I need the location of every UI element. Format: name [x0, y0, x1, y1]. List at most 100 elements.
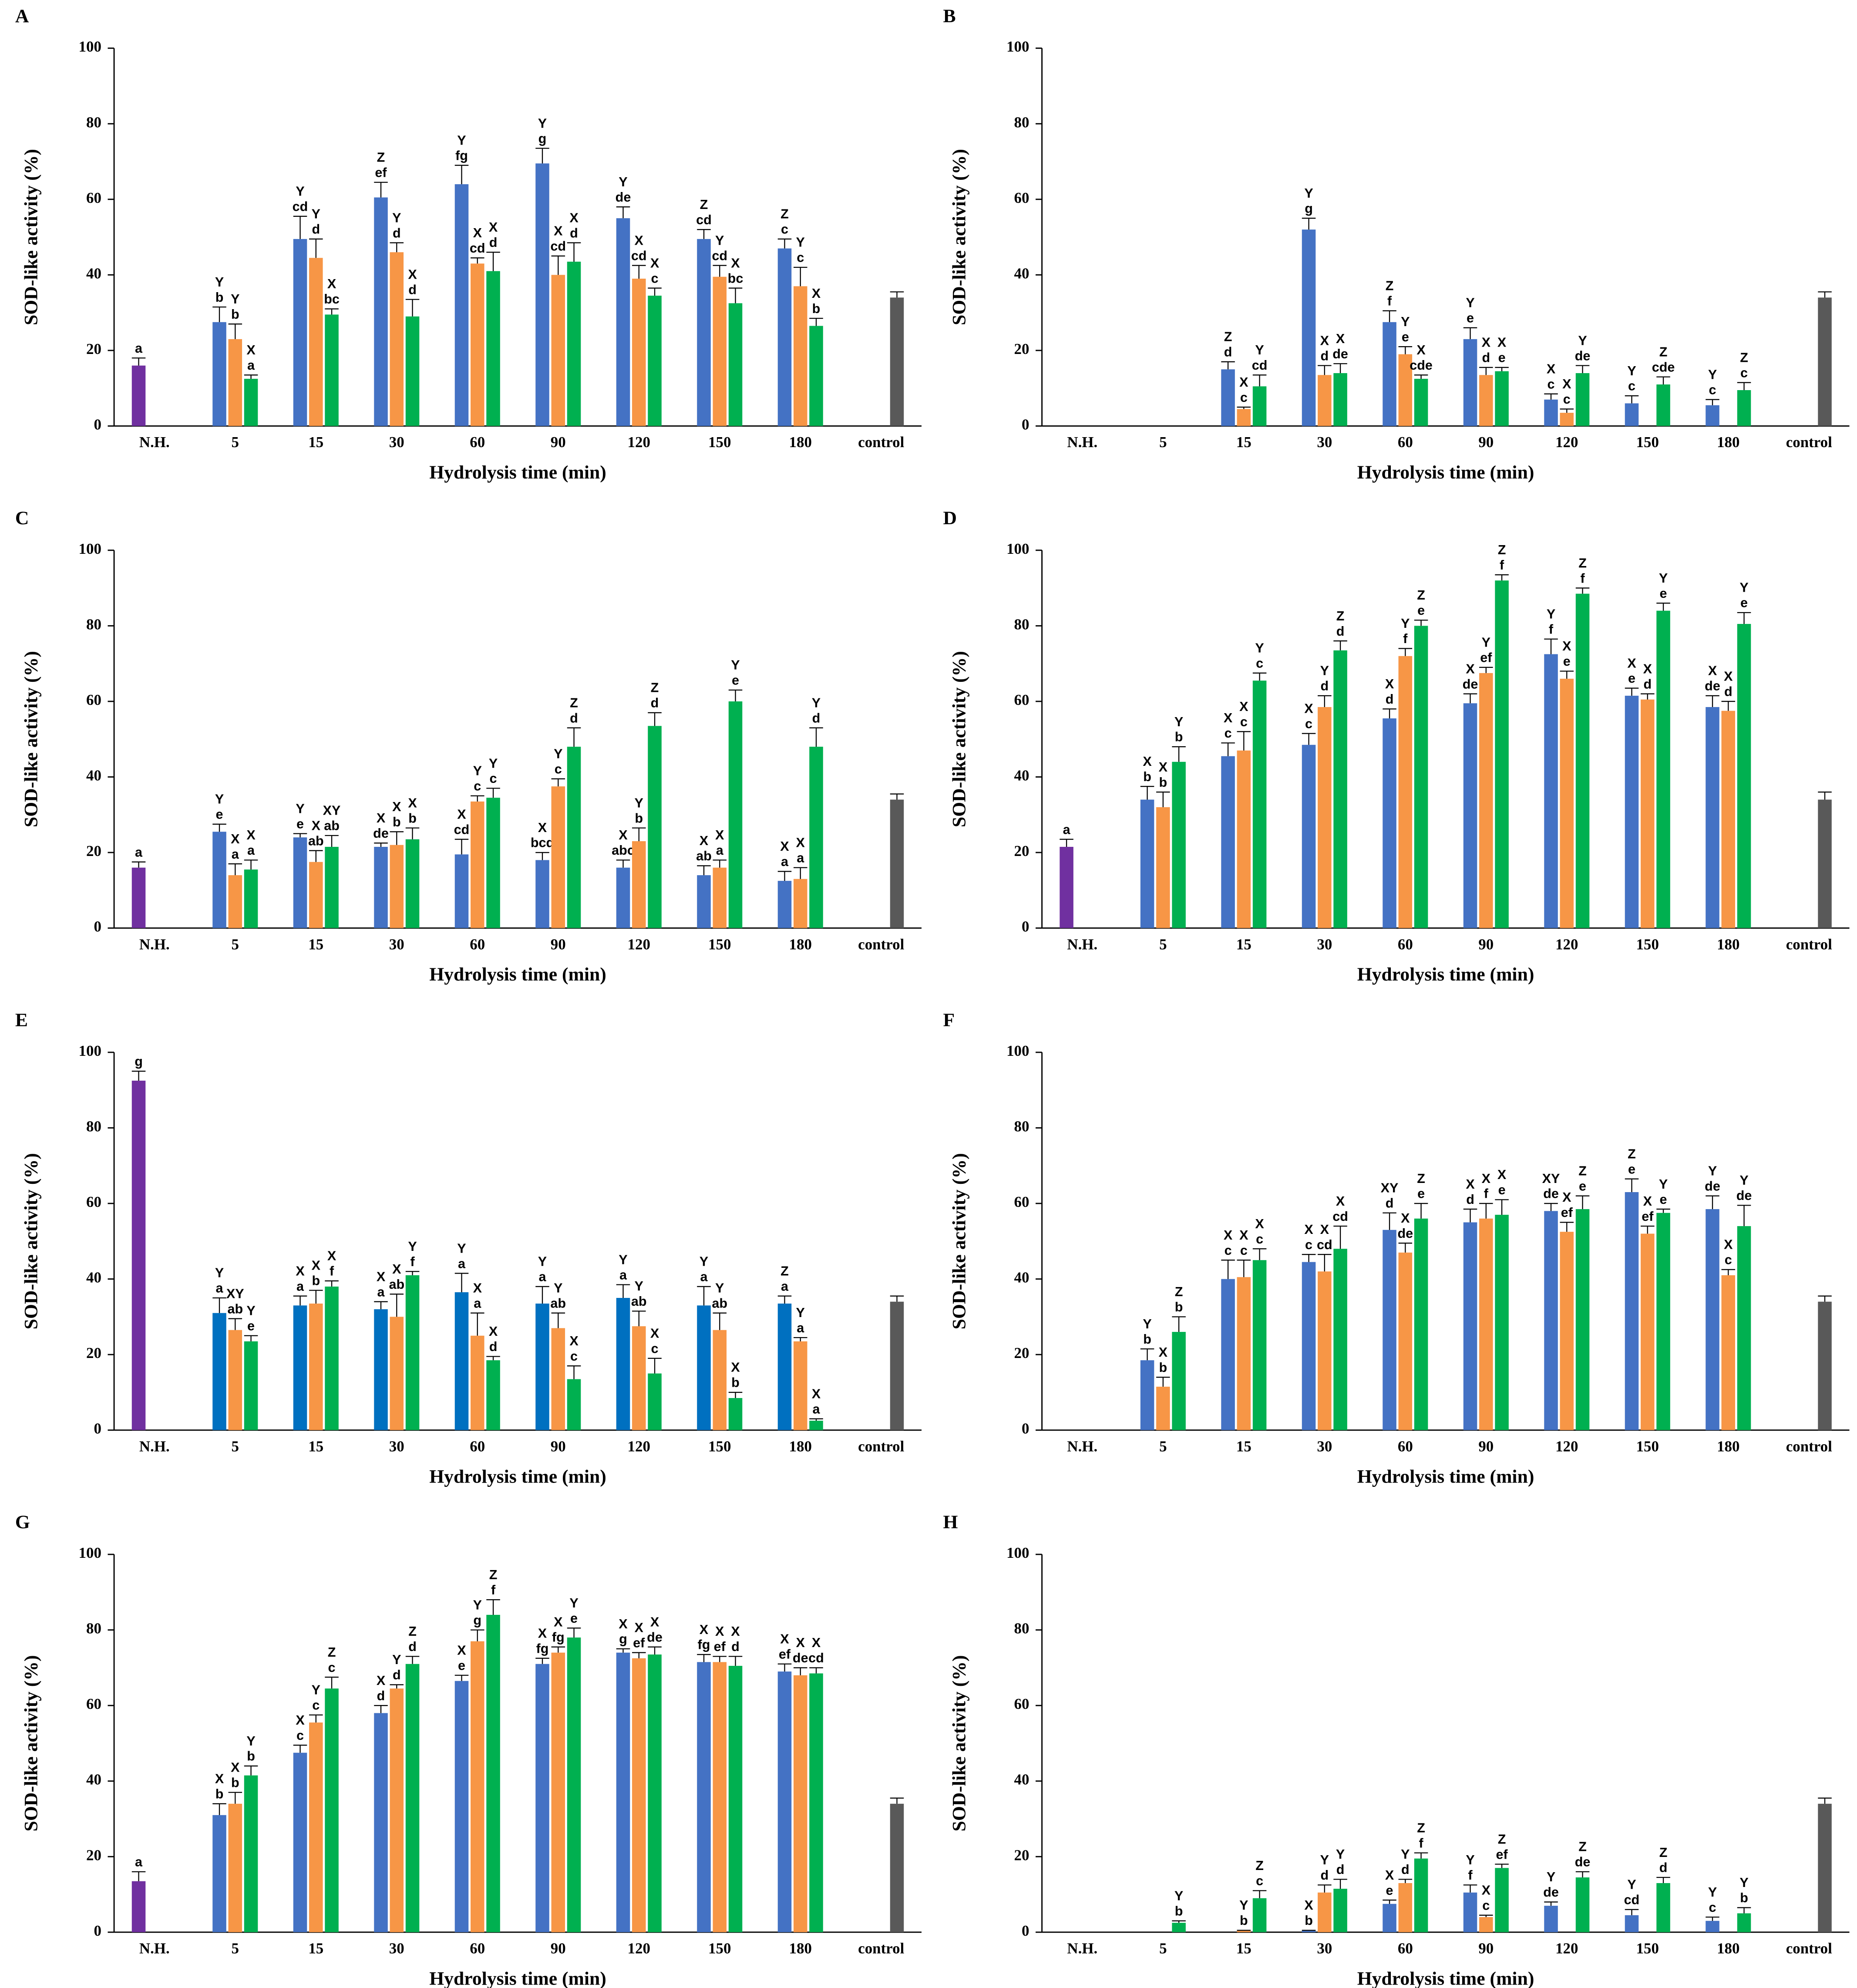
x-tick-label: 180 — [789, 936, 812, 953]
y-tick-label: 60 — [86, 1695, 101, 1712]
significance-letter: Y — [1739, 580, 1748, 595]
x-tick-label: 30 — [389, 434, 404, 451]
significance-letter: cd — [470, 241, 485, 256]
significance-letter: d — [1401, 1862, 1410, 1877]
bar — [244, 1775, 258, 1932]
bar — [713, 1330, 727, 1430]
bar — [728, 1666, 743, 1932]
significance-letter: Z — [1740, 350, 1748, 365]
significance-letter: e — [1740, 596, 1748, 610]
y-tick-label: 0 — [94, 918, 101, 935]
y-axis-label: SOD-like activity (%) — [949, 149, 969, 325]
significance-letter: c — [651, 1341, 659, 1356]
bar — [728, 303, 743, 426]
bar — [648, 1654, 662, 1932]
bar — [793, 879, 807, 928]
significance-letter: Y — [473, 1597, 482, 1612]
significance-letter: X — [246, 828, 256, 842]
x-tick-label: 5 — [1159, 1940, 1167, 1957]
y-tick-label: 100 — [79, 1544, 101, 1561]
panel-title: F — [943, 1010, 955, 1031]
significance-letter: Y — [457, 1241, 466, 1256]
bar — [212, 1815, 226, 1932]
significance-letter: d — [812, 711, 821, 725]
x-tick-label: 150 — [1636, 1438, 1659, 1455]
significance-letter: e — [1628, 1162, 1635, 1176]
significance-letter: X — [1304, 1898, 1313, 1913]
y-tick-label: 0 — [1022, 416, 1029, 433]
significance-letter: X — [327, 276, 336, 291]
significance-letter: g — [1305, 201, 1313, 216]
significance-letter: de — [647, 1630, 663, 1644]
significance-letter: a — [797, 850, 804, 865]
y-tick-label: 80 — [1014, 1620, 1029, 1637]
significance-letter: b — [1240, 1913, 1248, 1928]
significance-letter: XY — [226, 1286, 244, 1301]
significance-letter: ef — [1496, 1847, 1508, 1862]
panel-title: D — [943, 508, 957, 529]
significance-letter: e — [1402, 330, 1409, 344]
significance-letter: f — [1387, 293, 1392, 308]
significance-letter: f — [410, 1254, 415, 1269]
significance-letter: Y — [473, 764, 482, 778]
significance-letter: d — [570, 711, 578, 725]
significance-letter: e — [732, 673, 739, 688]
significance-letter: X — [650, 1614, 659, 1629]
significance-letter: Z — [1659, 1845, 1668, 1860]
bar — [1544, 654, 1558, 928]
x-tick-label: 150 — [1636, 1940, 1659, 1957]
bar — [1252, 1260, 1267, 1430]
bar — [1575, 1209, 1590, 1430]
x-tick-label: 180 — [1717, 434, 1739, 451]
significance-letter: c — [1482, 1898, 1490, 1913]
significance-letter: X — [1466, 1177, 1475, 1192]
x-tick-label: 180 — [789, 434, 812, 451]
bar — [1656, 610, 1670, 928]
significance-letter: d — [1321, 679, 1329, 694]
significance-letter: c — [555, 762, 562, 777]
significance-letter: Z — [328, 1645, 336, 1660]
bar — [1721, 1275, 1736, 1430]
significance-letter: Y — [392, 1652, 401, 1667]
significance-letter: Y — [408, 1239, 417, 1254]
significance-letter: ef — [633, 1635, 645, 1650]
significance-letter: X — [489, 1324, 498, 1339]
significance-letter: d — [1482, 350, 1490, 365]
significance-letter: X — [812, 286, 821, 301]
significance-letter: c — [797, 250, 804, 265]
significance-letter: X — [731, 1360, 740, 1375]
x-tick-label: 15 — [1236, 936, 1251, 953]
significance-letter: X — [408, 795, 417, 810]
significance-letter: Z — [1336, 609, 1345, 623]
significance-letter: X — [1159, 760, 1168, 775]
bar — [1237, 409, 1251, 426]
significance-letter: e — [1467, 311, 1474, 326]
bar — [1706, 1209, 1719, 1430]
significance-letter: c — [1225, 1243, 1232, 1258]
significance-letter: ab — [712, 1296, 727, 1311]
significance-letter: Y — [1401, 314, 1410, 329]
significance-letter: Y — [635, 1279, 643, 1294]
x-tick-label: control — [1786, 434, 1832, 451]
bar — [535, 860, 549, 928]
y-tick-label: 40 — [1014, 767, 1029, 784]
significance-letter: b — [247, 1749, 255, 1764]
significance-letter: Y — [1708, 1885, 1717, 1900]
significance-letter: Y — [1255, 343, 1264, 357]
bar — [471, 1335, 484, 1430]
x-axis-label: Hydrolysis time (min) — [429, 1466, 606, 1487]
x-tick-label: 60 — [1398, 434, 1413, 451]
significance-letter: X — [569, 1334, 579, 1348]
significance-letter: ab — [696, 849, 712, 863]
significance-letter: b — [1305, 1913, 1313, 1928]
bar — [486, 798, 500, 928]
bar — [1172, 1923, 1186, 1932]
significance-letter: e — [1579, 1179, 1586, 1193]
significance-letter: cd — [696, 212, 712, 227]
x-tick-label: 60 — [470, 1438, 485, 1455]
y-tick-label: 60 — [86, 691, 101, 708]
significance-letter: X — [392, 799, 401, 814]
significance-letter: X — [1239, 1228, 1248, 1243]
y-tick-label: 60 — [1014, 189, 1029, 206]
